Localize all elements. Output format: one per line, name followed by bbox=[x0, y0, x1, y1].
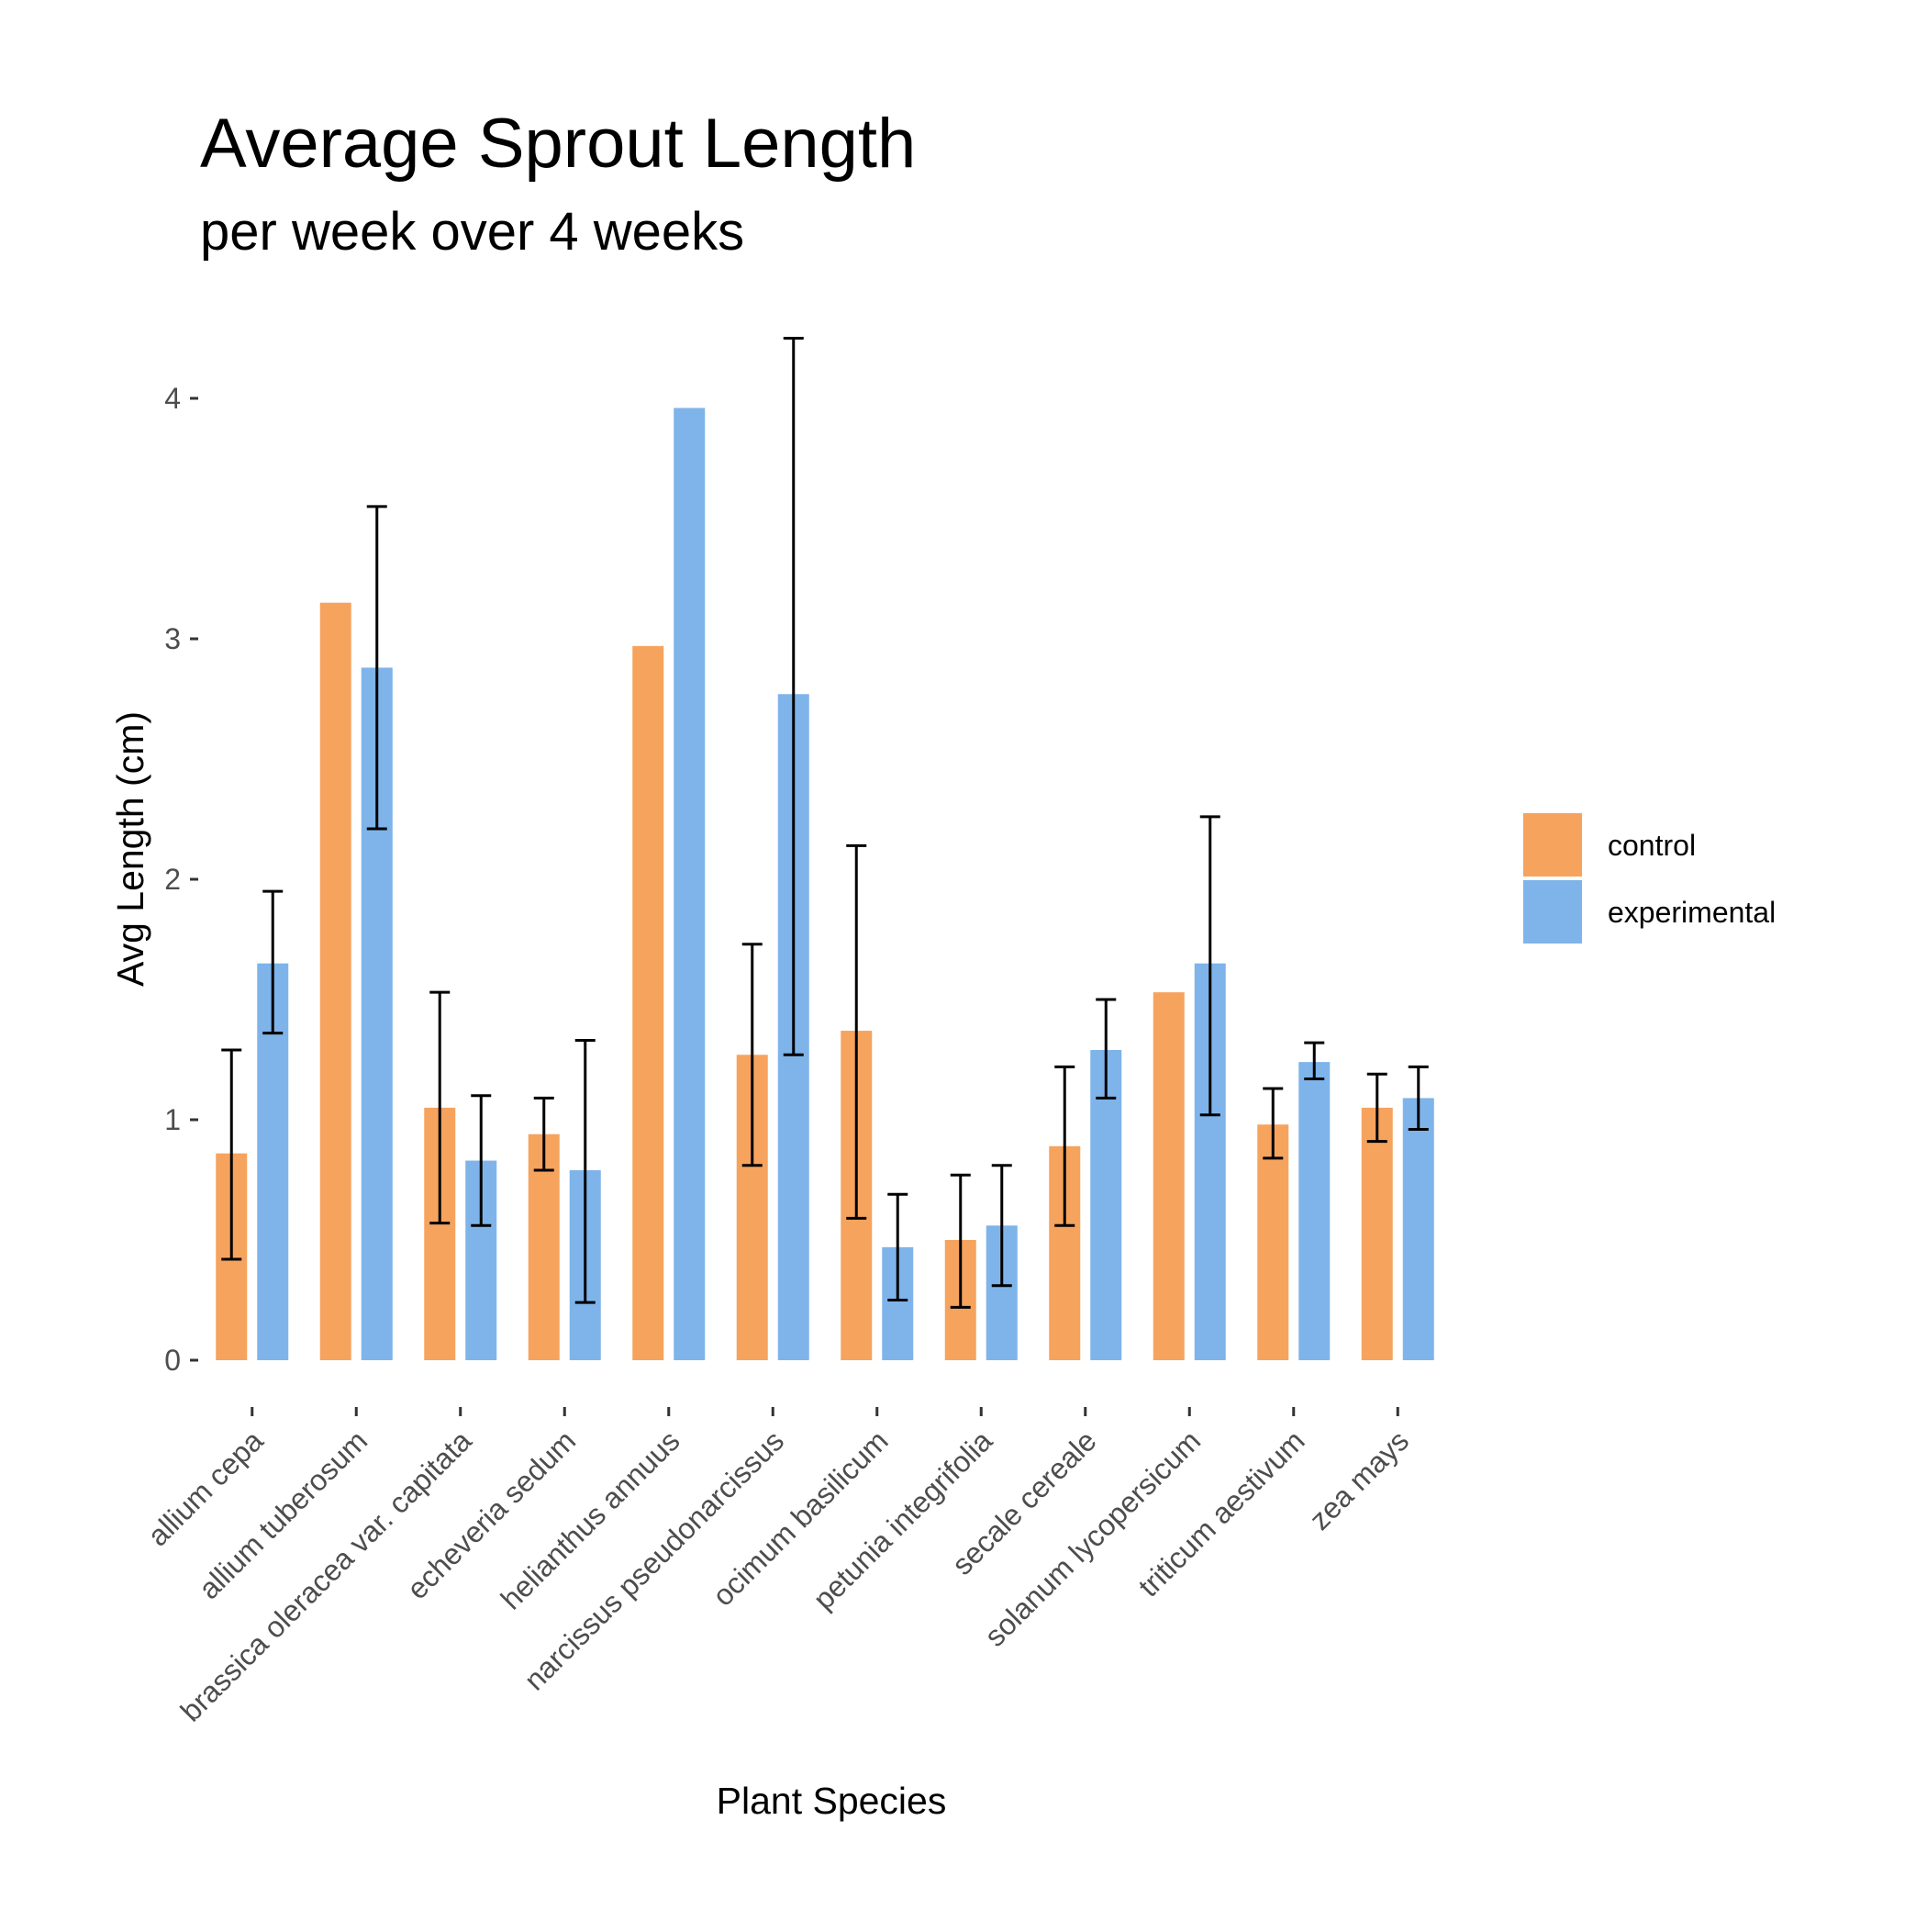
legend-key-experimental bbox=[1523, 880, 1582, 944]
error-bar-experimental bbox=[262, 889, 284, 1035]
error-bar-experimental bbox=[1096, 998, 1117, 1100]
error-bar-experimental bbox=[471, 1094, 492, 1227]
error-bar-control bbox=[1366, 1072, 1387, 1144]
y-axis-title: Avg Length (cm) bbox=[109, 711, 151, 987]
bar-experimental bbox=[1402, 1098, 1434, 1360]
chart-subtitle: per week over 4 weeks bbox=[200, 202, 744, 262]
error-bar-control bbox=[1263, 1087, 1284, 1160]
error-bar-control bbox=[221, 1048, 242, 1261]
y-tick-label: 2 bbox=[164, 863, 181, 896]
error-bar-experimental bbox=[574, 1039, 596, 1304]
y-tick-label: 1 bbox=[164, 1103, 181, 1136]
error-bar-control bbox=[1054, 1065, 1075, 1227]
y-tick-label: 4 bbox=[164, 382, 181, 415]
error-bar-experimental bbox=[1304, 1041, 1325, 1080]
bar-control bbox=[528, 1134, 560, 1360]
error-bar-experimental bbox=[783, 337, 804, 1056]
bar-control bbox=[1257, 1124, 1289, 1360]
bar-control bbox=[1361, 1107, 1393, 1360]
y-tick-label: 0 bbox=[164, 1344, 181, 1377]
bar-experimental bbox=[1090, 1050, 1122, 1360]
x-tick-label: helianthus annuus bbox=[495, 1424, 686, 1615]
bar-control bbox=[632, 645, 664, 1360]
x-axis-title: Plant Species bbox=[717, 1780, 947, 1822]
y-tick-label: 3 bbox=[164, 622, 181, 655]
error-bar-control bbox=[846, 843, 867, 1220]
legend: control experimental bbox=[1523, 813, 1776, 944]
error-bar-experimental bbox=[1408, 1065, 1429, 1131]
error-bars bbox=[221, 337, 1429, 1309]
x-tick-label: zea mays bbox=[1303, 1424, 1415, 1536]
y-axis: 0 1 2 3 4 bbox=[164, 382, 198, 1377]
x-tick-label: ocimum basilicum bbox=[706, 1424, 894, 1612]
error-bar-experimental bbox=[1199, 815, 1220, 1117]
error-bar-control bbox=[429, 990, 451, 1225]
error-bar-control bbox=[533, 1096, 554, 1172]
bars bbox=[216, 408, 1434, 1361]
chart-title: Average Sprout Length bbox=[200, 105, 916, 183]
error-bar-control bbox=[741, 943, 763, 1167]
error-bar-experimental bbox=[991, 1164, 1012, 1288]
error-bar-experimental bbox=[887, 1192, 908, 1301]
bar-experimental bbox=[1298, 1062, 1331, 1360]
x-tick-label: petunia integrifolia bbox=[807, 1424, 998, 1615]
legend-key-control bbox=[1523, 813, 1582, 877]
error-bar-experimental bbox=[366, 505, 387, 831]
legend-label-control: control bbox=[1608, 829, 1696, 862]
bar-experimental bbox=[674, 408, 706, 1361]
bar-control bbox=[319, 602, 351, 1360]
legend-label-experimental: experimental bbox=[1608, 896, 1776, 929]
bar-control bbox=[1153, 992, 1185, 1360]
error-bar-control bbox=[950, 1173, 971, 1309]
